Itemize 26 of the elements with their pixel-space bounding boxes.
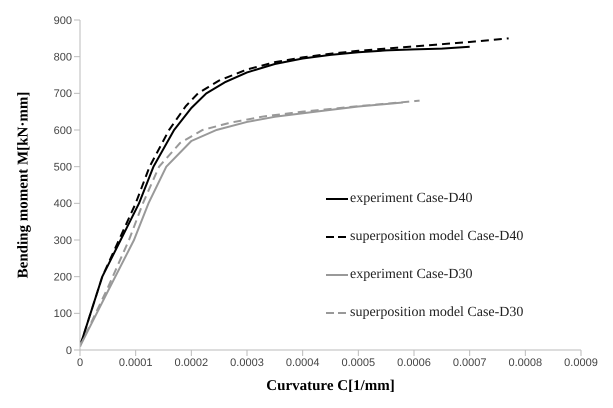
y-tick-label: 500 <box>54 162 72 174</box>
x-tick-label: 0.0001 <box>118 356 152 369</box>
legend-label: superposition model Case-D30 <box>350 305 524 321</box>
x-axis-title: Curvature C[1/mm] <box>266 378 395 394</box>
y-axis-title: Bending moment M[kN·mm] <box>15 92 32 278</box>
x-tick-label: 0.0002 <box>174 356 208 369</box>
y-tick-label: 600 <box>54 124 72 137</box>
y-tick-label: 800 <box>54 52 72 64</box>
x-tick-label: 0.0004 <box>286 356 320 369</box>
y-tick-label: 200 <box>54 272 72 284</box>
x-tick-label: 0.0005 <box>342 356 376 369</box>
x-tick-label: 0 <box>76 356 84 369</box>
x-tick-label: 0.0008 <box>508 356 542 369</box>
y-tick-label: 700 <box>54 88 72 100</box>
y-tick-label: 400 <box>54 198 72 210</box>
y-tick-label: 900 <box>54 14 72 27</box>
x-tick-label: 0.0006 <box>397 356 431 369</box>
x-tick-label: 0.0003 <box>230 356 264 369</box>
legend-label: superposition model Case-D40 <box>350 229 524 245</box>
legend-label: experiment Case-D40 <box>350 191 472 207</box>
y-tick-label: 300 <box>54 234 72 247</box>
x-tick-label: 0.0009 <box>564 356 598 369</box>
y-tick-label: 100 <box>54 308 72 320</box>
y-tick-label: 0 <box>66 344 72 357</box>
legend-label: experiment Case-D30 <box>350 267 472 283</box>
x-tick-label: 0.0007 <box>452 356 486 369</box>
